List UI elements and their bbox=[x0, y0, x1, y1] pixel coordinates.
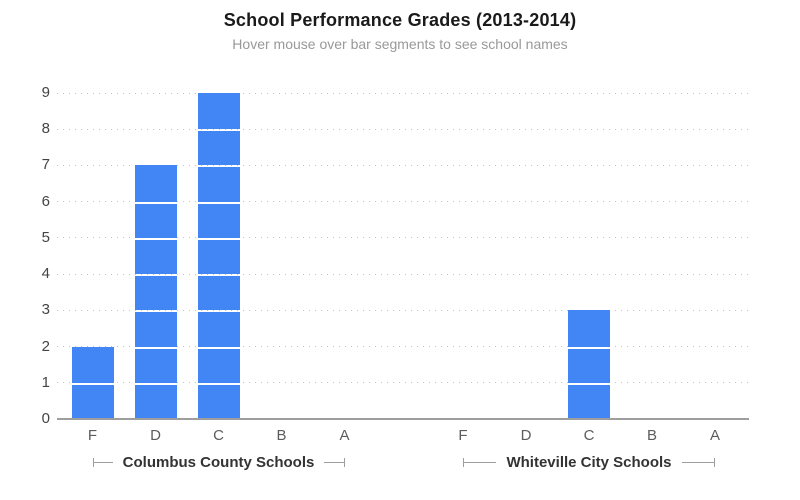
chart-subtitle: Hover mouse over bar segments to see sch… bbox=[232, 36, 568, 52]
bar-segment[interactable] bbox=[134, 203, 177, 238]
bar-segment[interactable] bbox=[568, 348, 610, 383]
bar-segment[interactable] bbox=[134, 348, 177, 383]
bracket-right-tick bbox=[343, 457, 345, 467]
bracket-right-line bbox=[681, 461, 714, 463]
group-label: Columbus County Schools bbox=[122, 453, 315, 471]
y-tick-label-3: 3 bbox=[41, 301, 50, 319]
x-tick-label-C: C bbox=[583, 427, 595, 444]
x-tick-label-D: D bbox=[520, 427, 532, 444]
x-tick-label-B: B bbox=[276, 427, 287, 444]
bar-segment[interactable] bbox=[134, 312, 177, 347]
x-tick-label-C: C bbox=[213, 427, 224, 444]
y-tick-label-0: 0 bbox=[41, 410, 50, 427]
chart-title: School Performance Grades (2013-2014) bbox=[223, 10, 577, 30]
gridline-9 bbox=[57, 92, 749, 94]
x-axis-line bbox=[57, 418, 749, 420]
y-tick-label-7: 7 bbox=[41, 156, 50, 174]
group-bracket-1: Columbus County Schools bbox=[92, 453, 345, 471]
y-tick-label-5: 5 bbox=[41, 228, 50, 246]
y-tick-label-6: 6 bbox=[41, 192, 50, 210]
gridline-6 bbox=[57, 201, 749, 203]
gridline-7 bbox=[57, 164, 749, 166]
bar-segment[interactable] bbox=[197, 239, 240, 275]
bar-segment[interactable] bbox=[197, 203, 240, 238]
gridline-2 bbox=[57, 346, 749, 348]
x-tick-label-B: B bbox=[646, 427, 657, 444]
bar-segment[interactable] bbox=[134, 276, 177, 311]
bracket-right-tick bbox=[714, 457, 715, 467]
bracket-left-tick bbox=[463, 457, 464, 467]
gridline-5 bbox=[57, 237, 749, 239]
bar-segment[interactable] bbox=[197, 167, 240, 202]
bar-columbus-D bbox=[134, 165, 177, 419]
y-tick-label-8: 8 bbox=[41, 120, 50, 138]
bar-segment[interactable] bbox=[197, 93, 240, 130]
bar-segment[interactable] bbox=[197, 276, 240, 311]
x-tick-label-F: F bbox=[458, 427, 468, 444]
bar-whiteville-C bbox=[568, 310, 610, 419]
y-tick-label-9: 9 bbox=[41, 84, 50, 101]
bracket-right-line bbox=[324, 461, 344, 463]
bar-columbus-C bbox=[197, 93, 240, 419]
group-bracket-2: Whiteville City Schools bbox=[463, 453, 715, 471]
bar-segment[interactable] bbox=[568, 384, 610, 419]
bar-segment[interactable] bbox=[197, 384, 240, 419]
bar-segment[interactable] bbox=[71, 346, 114, 383]
bar-segment[interactable] bbox=[568, 310, 610, 347]
y-tick-label-2: 2 bbox=[41, 337, 50, 355]
bar-segment[interactable] bbox=[197, 348, 240, 383]
bar-segment[interactable] bbox=[71, 384, 114, 419]
group-label: Whiteville City Schools bbox=[506, 453, 672, 471]
gridline-4 bbox=[57, 273, 749, 275]
gridline-3 bbox=[57, 309, 749, 311]
bracket-left-tick bbox=[92, 457, 94, 467]
bar-segment[interactable] bbox=[134, 165, 177, 202]
y-tick-label-1: 1 bbox=[41, 373, 50, 391]
bar-segment[interactable] bbox=[197, 312, 240, 347]
y-tick-label-4: 4 bbox=[41, 265, 50, 283]
bracket-left-line bbox=[464, 461, 497, 463]
gridline-1 bbox=[57, 382, 749, 384]
x-tick-label-D: D bbox=[150, 427, 161, 444]
bar-columbus-F bbox=[71, 346, 114, 419]
x-tick-label-A: A bbox=[339, 427, 350, 444]
bar-segment[interactable] bbox=[134, 239, 177, 275]
bar-segment[interactable] bbox=[134, 384, 177, 419]
gridline-8 bbox=[57, 128, 749, 130]
x-tick-label-A: A bbox=[709, 427, 720, 444]
bracket-left-line bbox=[93, 461, 113, 463]
x-tick-label-F: F bbox=[87, 427, 98, 444]
bar-segment[interactable] bbox=[197, 131, 240, 166]
